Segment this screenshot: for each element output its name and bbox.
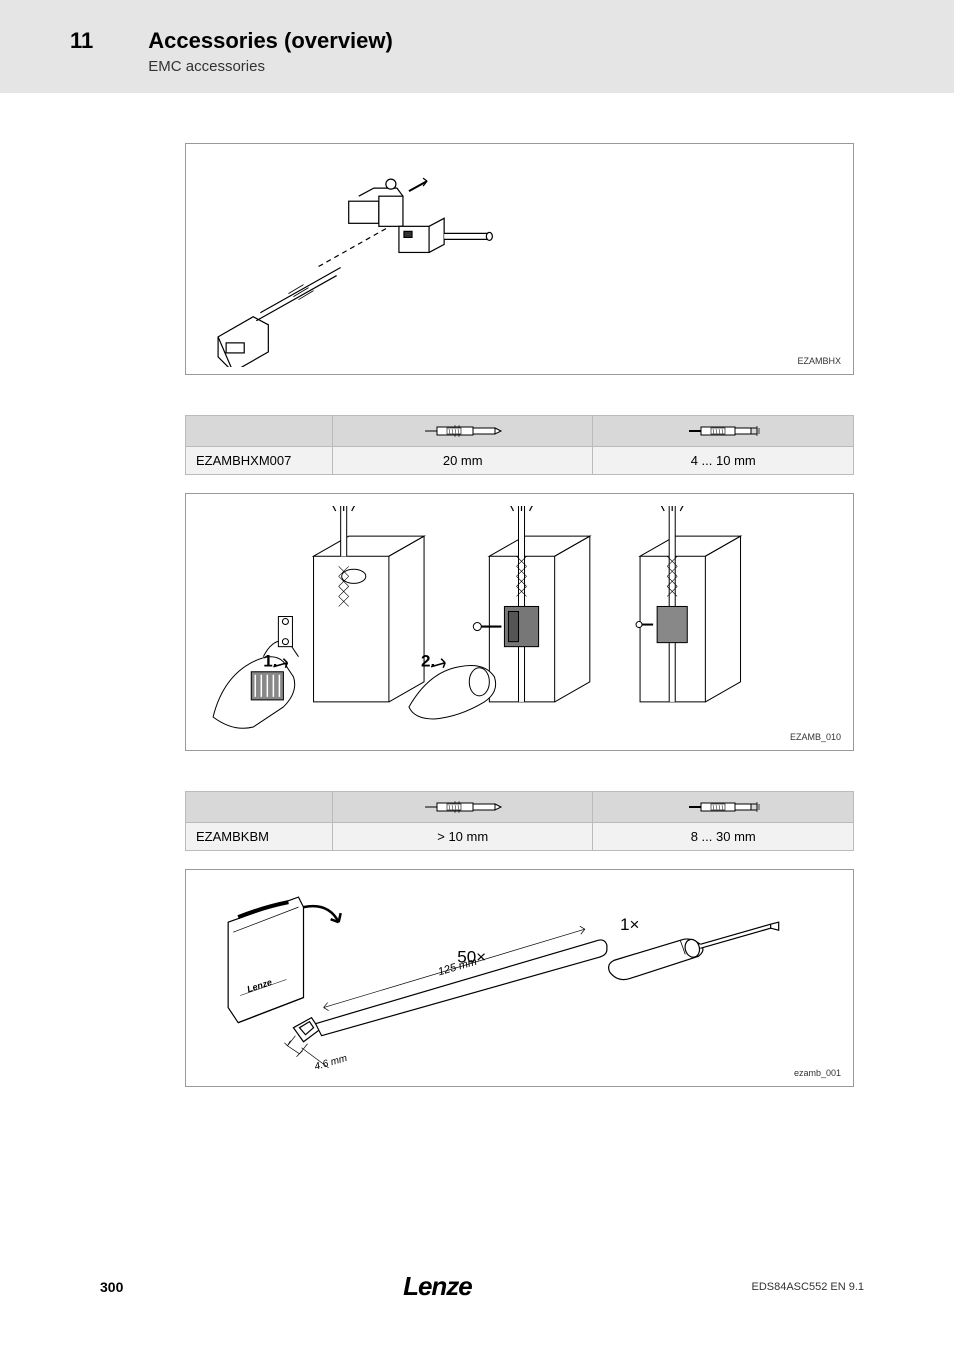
part-number: EZAMBKBM (186, 823, 333, 851)
figure-3-label: ezamb_001 (794, 1068, 841, 1078)
figure-2-label: EZAMB_010 (790, 732, 841, 742)
figure-1-label: EZAMBHX (797, 356, 841, 366)
qty-50: 50× (457, 947, 486, 966)
screw-end-icon (683, 422, 763, 440)
table-2: EZAMBKBM > 10 mm 8 ... 30 mm (185, 791, 854, 851)
header-content: 11 Accessories (overview) EMC accessorie… (0, 28, 954, 75)
part-number: EZAMBHXM007 (186, 447, 333, 475)
qty-1: 1× (620, 915, 639, 934)
table-1-col2-header (332, 416, 593, 447)
clamp-assembly-diagram (198, 156, 841, 367)
header-band: 11 Accessories (overview) EMC accessorie… (0, 0, 954, 93)
figure-2: 1. (185, 493, 854, 751)
table-1-col1-header (186, 416, 333, 447)
clamp-installation-diagram: 1. (198, 506, 841, 742)
page-footer: 300 Lenze EDS84ASC552 EN 9.1 (0, 1271, 954, 1302)
figure-3: Lenze 125 mm (185, 869, 854, 1087)
step-2-label: 2. (421, 652, 435, 671)
table-row: EZAMBKBM > 10 mm 8 ... 30 mm (186, 823, 854, 851)
table-row: EZAMBHXM007 20 mm 4 ... 10 mm (186, 447, 854, 475)
dim-value: > 10 mm (332, 823, 593, 851)
chapter-number: 11 (70, 28, 93, 54)
screw-end-icon (683, 798, 763, 816)
page-number: 300 (100, 1279, 123, 1295)
table-1: EZAMBHXM007 20 mm 4 ... 10 mm (185, 415, 854, 475)
figure-1: EZAMBHX (185, 143, 854, 375)
dim-value: 20 mm (332, 447, 593, 475)
document-id: EDS84ASC552 EN 9.1 (751, 1281, 864, 1293)
table-2-col1-header (186, 792, 333, 823)
dim-value: 4 ... 10 mm (593, 447, 854, 475)
screw-side-icon (423, 422, 503, 440)
table-2-col2-header (332, 792, 593, 823)
page-subtitle: EMC accessories (148, 58, 393, 75)
page-title: Accessories (overview) (148, 28, 393, 54)
title-block: Accessories (overview) EMC accessories (148, 28, 393, 75)
step-1-label: 1. (263, 652, 277, 671)
table-2-col3-header (593, 792, 854, 823)
width-label: 4.6 mm (313, 1053, 348, 1073)
cable-tie-kit-diagram: Lenze 125 mm (198, 882, 841, 1078)
brand-logo: Lenze (403, 1271, 472, 1302)
content-area: EZAMBHX (0, 143, 954, 1087)
screw-side-icon (423, 798, 503, 816)
table-1-col3-header (593, 416, 854, 447)
dim-value: 8 ... 30 mm (593, 823, 854, 851)
